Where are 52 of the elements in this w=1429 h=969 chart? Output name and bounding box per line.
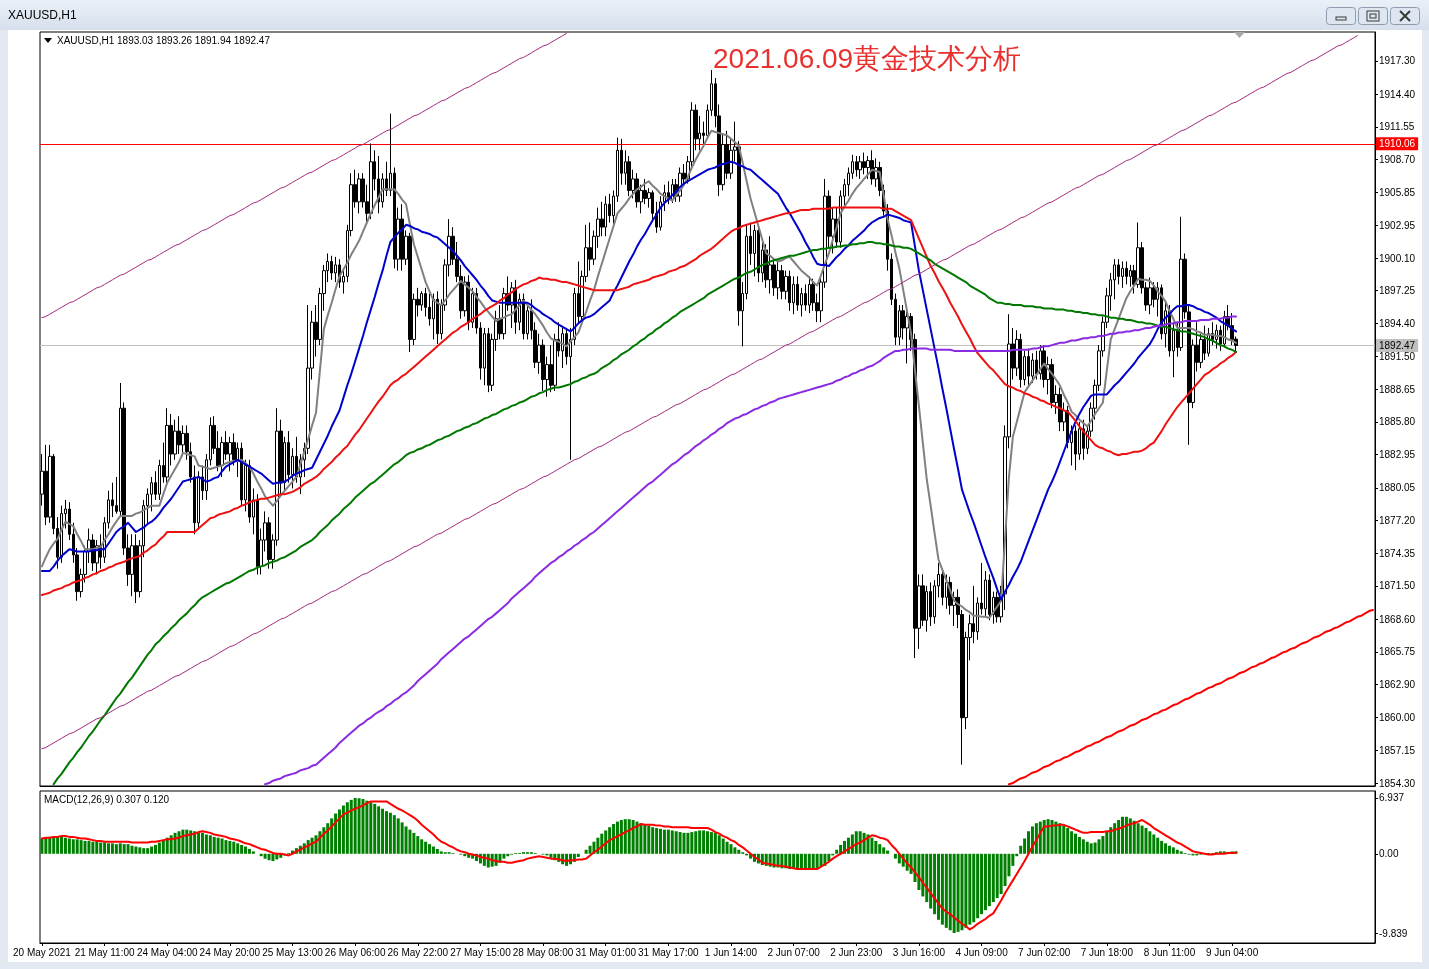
y-tick-label: 1900.10 bbox=[1379, 252, 1416, 264]
y-tick-label: 1897.25 bbox=[1379, 285, 1416, 297]
ref-line-label: 1910.06 bbox=[1379, 138, 1416, 150]
x-tick-label: 20 May 2021 bbox=[13, 946, 72, 958]
chart-title: 2021.06.09黄金技术分析 bbox=[713, 42, 1022, 74]
y-tick-label: 1854.30 bbox=[1379, 777, 1416, 789]
y-tick-label: 6.937 bbox=[1379, 792, 1405, 804]
y-tick-label: 1894.40 bbox=[1379, 317, 1416, 329]
y-tick-label: 1868.60 bbox=[1379, 613, 1416, 625]
x-tick-label: 27 May 15:00 bbox=[450, 946, 512, 958]
x-tick-label: 2 Jun 07:00 bbox=[767, 946, 821, 958]
x-tick-label: 26 May 06:00 bbox=[324, 946, 386, 958]
y-tick-label: 1911.55 bbox=[1379, 121, 1415, 133]
y-tick-label: 1882.95 bbox=[1379, 449, 1416, 461]
x-tick-label: 9 Jun 04:00 bbox=[1205, 946, 1259, 958]
y-tick-label: 1871.50 bbox=[1379, 580, 1416, 592]
y-tick-label: 1857.15 bbox=[1379, 744, 1416, 756]
x-tick-label: 31 May 01:00 bbox=[575, 946, 637, 958]
y-tick-label: 1885.80 bbox=[1379, 416, 1416, 428]
y-tick-label: 1888.65 bbox=[1379, 383, 1416, 395]
x-tick-label: 31 May 17:00 bbox=[638, 946, 700, 958]
x-tick-label: 24 May 04:00 bbox=[136, 946, 198, 958]
x-tick-label: 24 May 20:00 bbox=[199, 946, 261, 958]
y-tick-label: 1902.95 bbox=[1379, 219, 1416, 231]
y-tick-label: 1891.50 bbox=[1379, 351, 1416, 363]
y-tick-label: -9.839 bbox=[1379, 927, 1408, 939]
x-tick-label: 7 Jun 18:00 bbox=[1080, 946, 1134, 958]
y-tick-label: 1862.90 bbox=[1379, 678, 1416, 690]
x-tick-label: 4 Jun 09:00 bbox=[955, 946, 1009, 958]
x-tick-label: 3 Jun 16:00 bbox=[892, 946, 946, 958]
x-tick-label: 21 May 11:00 bbox=[74, 946, 135, 958]
y-tick-label: 1908.70 bbox=[1379, 153, 1416, 165]
text: XAUUSD,H1 bbox=[8, 8, 77, 22]
ref-line-label: 1892.47 bbox=[1379, 340, 1416, 351]
x-tick-label: 7 Jun 02:00 bbox=[1018, 946, 1071, 958]
x-tick-label: 2 Jun 23:00 bbox=[830, 946, 883, 958]
y-tick-label: 1865.75 bbox=[1379, 646, 1416, 658]
x-tick-label: 26 May 22:00 bbox=[387, 946, 449, 958]
x-tick-label: 1 Jun 14:00 bbox=[704, 946, 758, 958]
x-tick-label: 25 May 13:00 bbox=[262, 946, 324, 958]
y-tick-label: 1905.85 bbox=[1379, 186, 1416, 198]
y-tick-label: 1917.30 bbox=[1379, 55, 1416, 67]
chart-title: MACD(12,26,9) 0.307 0.120 bbox=[44, 793, 170, 805]
x-tick-label: 8 Jun 11:00 bbox=[1143, 946, 1196, 958]
x-tick-label: 28 May 08:00 bbox=[512, 946, 574, 958]
y-tick-label: 1877.20 bbox=[1379, 515, 1416, 527]
y-tick-label: 1860.00 bbox=[1379, 712, 1416, 724]
y-tick-label: 1874.35 bbox=[1379, 547, 1416, 559]
y-tick-label: 0.00 bbox=[1379, 848, 1399, 860]
y-tick-label: 1914.40 bbox=[1379, 88, 1416, 100]
annotation: XAUUSD,H1 1893.03 1893.26 1891.94 1892.47 bbox=[57, 34, 271, 46]
y-tick-label: 1880.05 bbox=[1379, 482, 1416, 494]
